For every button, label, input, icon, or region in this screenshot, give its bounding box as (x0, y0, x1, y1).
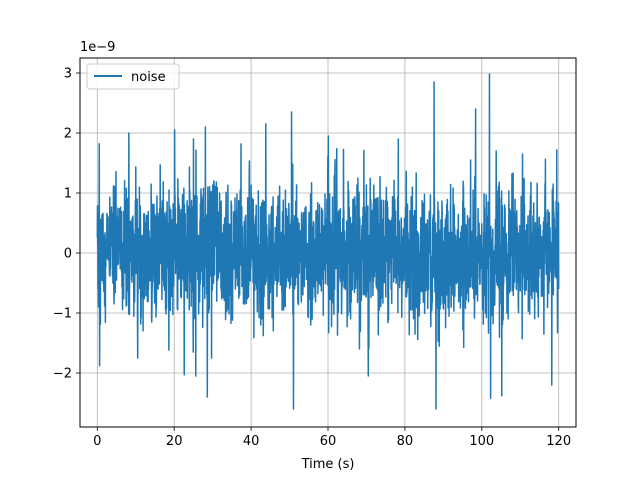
x-tick-label: 120 (546, 434, 571, 449)
x-tick-label: 100 (469, 434, 494, 449)
y-tick-label: 1 (64, 187, 72, 202)
y-tick-label: 0 (64, 247, 72, 262)
y-tick-label: −1 (53, 307, 72, 322)
y-tick-label: −2 (53, 367, 72, 382)
y-axis-offset-label: 1e−9 (80, 40, 115, 55)
legend-box (86, 63, 180, 90)
x-tick-label: 60 (320, 434, 337, 449)
x-tick-label: 80 (397, 434, 414, 449)
legend: noise (86, 63, 180, 90)
y-tick-label: 2 (64, 127, 72, 142)
series-line-noise (96, 73, 560, 410)
legend-label-noise: noise (131, 70, 166, 85)
x-axis-label: Time (s) (301, 457, 355, 472)
x-axis-ticks: 0 20 40 60 80 100 120 (93, 427, 571, 449)
x-tick-label: 20 (166, 434, 183, 449)
x-tick-label: 0 (93, 434, 101, 449)
y-tick-label: 3 (64, 67, 72, 82)
series-layer (96, 73, 560, 410)
x-tick-label: 40 (243, 434, 260, 449)
y-axis-ticks: −2 −1 0 1 2 3 (53, 67, 80, 382)
